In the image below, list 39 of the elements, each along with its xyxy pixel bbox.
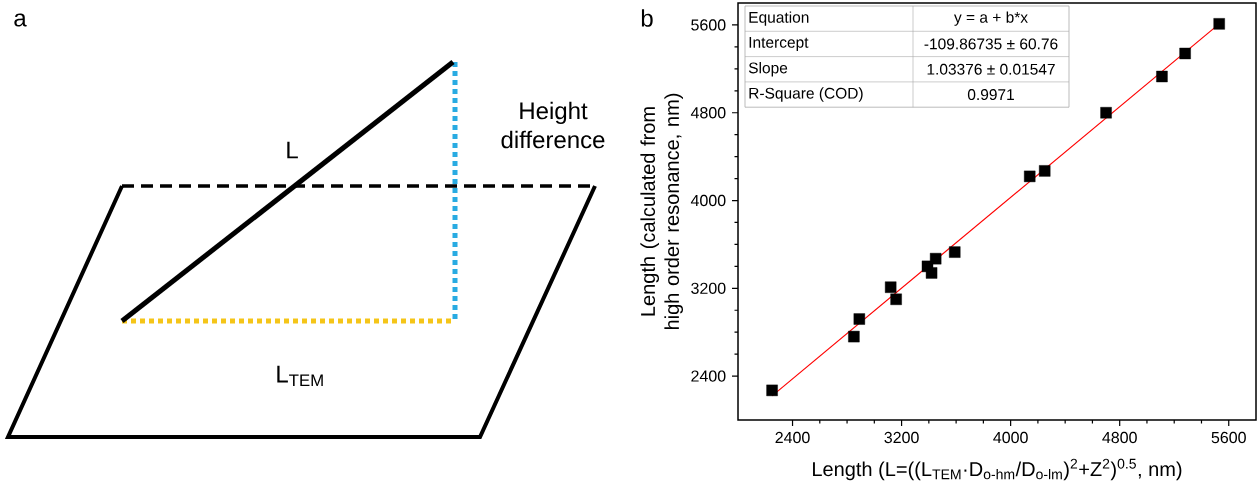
annotation: Slope	[748, 62, 788, 77]
point	[1213, 18, 1225, 30]
annotation: 1.03376 ± 0.01547	[927, 63, 1055, 75]
text: L$_{TEM}$	[277, 365, 323, 387]
annotation: Equation	[749, 11, 809, 26]
text: a	[14, 13, 27, 27]
y-tick-label: 4000	[690, 194, 726, 207]
point	[1100, 107, 1112, 119]
point	[1179, 47, 1191, 60]
point	[853, 313, 866, 325]
text: L	[287, 141, 298, 159]
x-tick-label: 4000	[993, 431, 1028, 444]
point	[949, 246, 961, 258]
point	[1024, 170, 1036, 183]
point	[1039, 165, 1051, 177]
point	[890, 293, 902, 305]
point	[884, 281, 897, 293]
y-tick-label: 4800	[690, 107, 726, 119]
annotation: 0.9971	[967, 89, 1014, 101]
annotation: y = a + b*x	[953, 11, 1028, 26]
x-tick-label: 2400	[775, 431, 810, 444]
y-tick-label: 3200	[691, 282, 726, 294]
y-tick-label: 2400	[691, 370, 726, 382]
annotation: Intercept	[749, 37, 809, 51]
point	[766, 384, 778, 397]
y-tick-label: 5600	[691, 19, 726, 31]
point	[925, 267, 938, 279]
point	[929, 252, 942, 265]
annotation: -109.86735 ± 60.76	[924, 38, 1058, 50]
point	[848, 330, 860, 343]
x-tick-label: 5600	[1211, 431, 1246, 444]
x-tick-label: 3200	[884, 431, 919, 444]
y-axis-title: Length (calculated from high order resonance, nm)	[640, 93, 684, 330]
annotation: R-Square (COD)	[749, 87, 863, 102]
x-tick-label: 4800	[1102, 431, 1137, 444]
text: Height difference	[501, 101, 605, 149]
chart-title: b	[641, 9, 653, 27]
point	[1156, 70, 1168, 83]
text: Length (L=((L$_{TEM}$·D$_{o-hm}$/D$_{o-lm}$)$^{2}$+Z$^{2}$)$^{0.5}$, nm)	[813, 458, 1182, 481]
